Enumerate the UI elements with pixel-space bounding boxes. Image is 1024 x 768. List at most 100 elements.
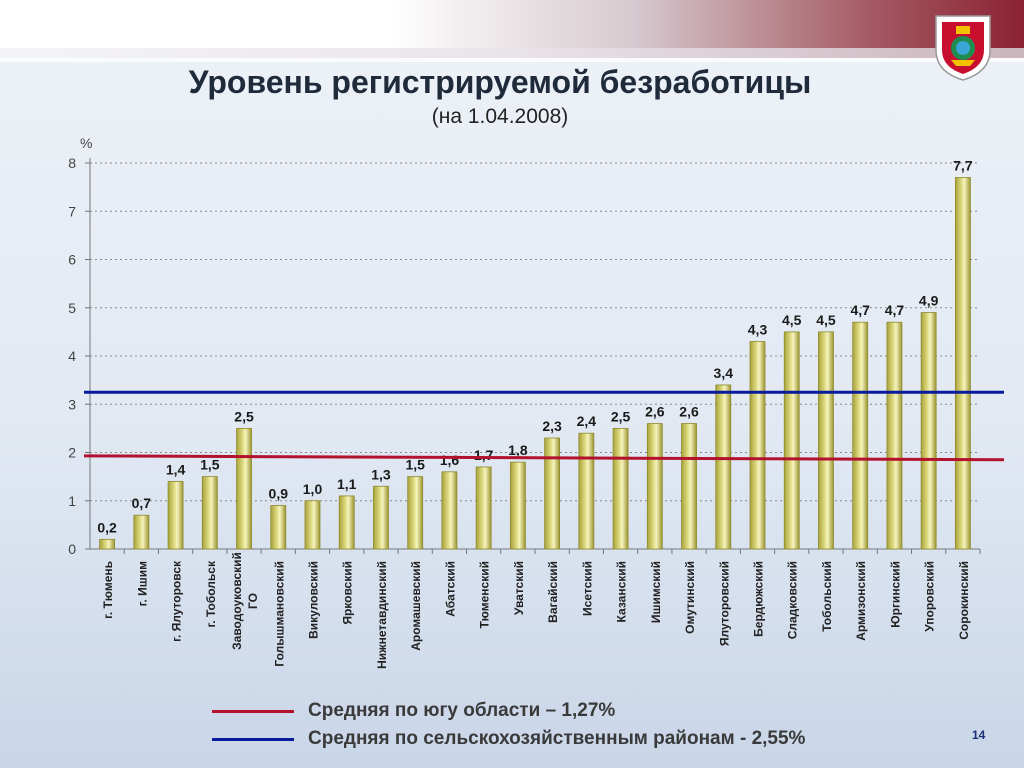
x-tick-label: Абатский bbox=[443, 561, 457, 617]
header-band bbox=[0, 0, 1024, 48]
x-tick-label-line: Казанский bbox=[615, 561, 629, 622]
bar bbox=[852, 321, 869, 550]
data-label: 1,3 bbox=[371, 466, 391, 482]
x-tick-label-line: Заводоуковский bbox=[230, 552, 244, 650]
x-tick-label: Ишимский bbox=[649, 561, 663, 623]
legend-line-south-average bbox=[212, 709, 294, 713]
y-tick-label: 8 bbox=[68, 155, 76, 171]
data-label: 4,9 bbox=[919, 293, 939, 309]
x-tick-label: Голышмановский bbox=[272, 561, 286, 667]
x-tick-label-line: г. Тобольск bbox=[204, 560, 218, 627]
x-tick-label-line: Сорокинский bbox=[957, 561, 971, 640]
x-tick-label: Викуловский bbox=[307, 561, 321, 639]
legend-label-rural-average: Средняя по сельскохозяйственным районам … bbox=[308, 728, 806, 749]
bar bbox=[578, 432, 595, 550]
x-tick-label-line: г. Ялуторовск bbox=[170, 560, 184, 642]
x-tick-label: Ярковский bbox=[341, 561, 355, 625]
x-tick-label: Омутинский bbox=[683, 561, 697, 634]
bar bbox=[338, 495, 355, 550]
x-tick-label-line: Викуловский bbox=[307, 561, 321, 639]
legend-item-south-average: Средняя по югу области – 1,27% bbox=[212, 698, 615, 724]
x-tick-label: г. Тюмень bbox=[101, 561, 115, 619]
bar bbox=[612, 427, 629, 550]
chart-title: Уровень регистрируемой безработицы bbox=[188, 64, 812, 100]
x-tick-label: Нижнетавдинский bbox=[375, 561, 389, 669]
data-label: 2,5 bbox=[234, 408, 254, 424]
data-label: 2,3 bbox=[542, 418, 562, 434]
x-tick-label: г. Тобольск bbox=[204, 560, 218, 627]
x-tick-label-line: Ярковский bbox=[341, 561, 355, 625]
data-label: 1,4 bbox=[166, 461, 186, 477]
data-label: 4,7 bbox=[850, 302, 870, 318]
bar bbox=[373, 485, 389, 550]
x-tick-label-line: Исетский bbox=[580, 561, 594, 616]
x-tick-label-line: Нижнетавдинский bbox=[375, 561, 389, 669]
x-tick-label-line: Упоровский bbox=[923, 561, 937, 632]
coat-of-arms-icon bbox=[935, 15, 991, 81]
bar bbox=[236, 427, 252, 550]
bar bbox=[954, 177, 971, 550]
data-label: 4,3 bbox=[748, 322, 768, 338]
x-tick-label-line: Аромашевский bbox=[409, 561, 423, 651]
y-unit-label: % bbox=[80, 135, 92, 151]
bar bbox=[783, 331, 800, 550]
reference-line bbox=[83, 454, 1005, 462]
x-tick-label: Сорокинский bbox=[957, 561, 971, 640]
bar bbox=[475, 466, 492, 550]
x-tick-label-line: г. Тюмень bbox=[101, 561, 115, 619]
bar bbox=[407, 476, 424, 550]
x-tick-label: Аромашевский bbox=[409, 561, 423, 651]
x-tick-label-line: Ишимский bbox=[649, 561, 663, 623]
bar bbox=[681, 423, 697, 550]
y-tick-label: 0 bbox=[68, 541, 76, 557]
bar bbox=[441, 471, 458, 550]
x-tick-label: Ялуторовский bbox=[717, 561, 731, 646]
x-tick-label: Тюменский bbox=[478, 561, 492, 629]
x-tick-label-line: Сладковский bbox=[786, 561, 800, 639]
x-tick-label-line: Ялуторовский bbox=[717, 561, 731, 646]
x-tick-label-line: Вагайский bbox=[546, 561, 560, 623]
bar bbox=[749, 341, 766, 550]
x-tick-label: Бердюжский bbox=[752, 561, 766, 637]
data-label: 2,5 bbox=[611, 408, 631, 424]
data-label: 7,7 bbox=[953, 157, 973, 173]
x-tick-label: Сладковский bbox=[786, 561, 800, 639]
y-tick-label: 6 bbox=[68, 252, 76, 268]
bar bbox=[99, 538, 116, 550]
bar bbox=[270, 505, 287, 550]
x-tick-label-line: г. Ишим bbox=[135, 561, 149, 606]
x-tick-label: Уватский bbox=[512, 561, 526, 615]
bar bbox=[886, 321, 903, 550]
data-label: 1,6 bbox=[440, 452, 460, 468]
x-tick-label: г. Ялуторовск bbox=[170, 560, 184, 642]
x-tick-label: Заводоуковский ГО bbox=[230, 552, 260, 650]
data-label: 2,4 bbox=[577, 413, 597, 429]
x-tick-label-line: Бердюжский bbox=[752, 561, 766, 637]
x-tick-label-line: Тюменский bbox=[478, 561, 492, 629]
x-tick-label: Вагайский bbox=[546, 561, 560, 623]
bar bbox=[509, 461, 526, 550]
x-tick-label: Юргинский bbox=[888, 561, 902, 628]
data-label: 4,7 bbox=[885, 302, 905, 318]
legend-label-south-average: Средняя по югу области – 1,27% bbox=[308, 700, 616, 721]
data-label: 1,5 bbox=[405, 457, 425, 473]
header-stripe-light bbox=[0, 58, 1024, 62]
bar bbox=[646, 423, 663, 550]
x-tick-label-line: Юргинский bbox=[888, 561, 902, 628]
x-tick-label-line: ГО bbox=[246, 593, 260, 609]
bar bbox=[544, 437, 561, 550]
x-tick-label-line: Голышмановский bbox=[272, 561, 286, 667]
x-tick-label-line: Тобольский bbox=[820, 561, 834, 632]
data-label: 0,2 bbox=[97, 519, 117, 535]
x-tick-label: Тобольский bbox=[820, 561, 834, 632]
x-tick-label: Казанский bbox=[615, 561, 629, 622]
y-tick-label: 1 bbox=[68, 493, 76, 509]
data-label: 3,4 bbox=[714, 365, 734, 381]
y-tick-label: 7 bbox=[68, 203, 76, 219]
data-label: 2,6 bbox=[679, 404, 699, 420]
legend-line-rural-average bbox=[212, 737, 294, 741]
x-tick-label: Упоровский bbox=[923, 561, 937, 632]
bar bbox=[715, 384, 732, 550]
header-stripe bbox=[0, 48, 1024, 58]
y-tick-label: 3 bbox=[68, 396, 76, 412]
